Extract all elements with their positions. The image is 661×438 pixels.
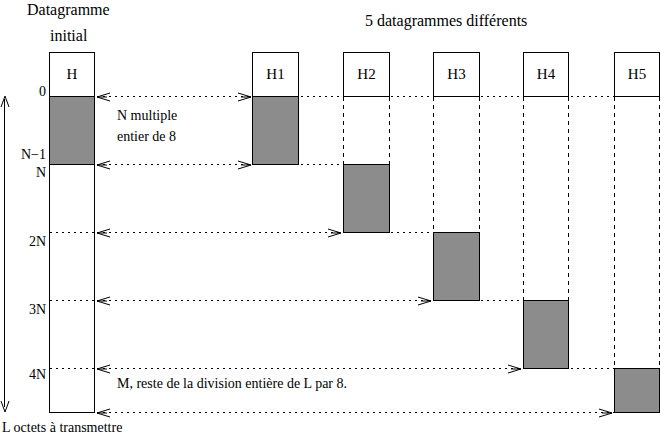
- fragment-guide-left-h4: [523, 97, 524, 300]
- title-datagramme: Datagramme: [27, 1, 110, 19]
- header-box-h4: H4: [523, 52, 569, 97]
- arrowhead-right-icon: [327, 228, 342, 238]
- title-initial: initial: [50, 27, 87, 45]
- arrowhead-left-icon: [96, 364, 111, 374]
- arrowhead-right-icon: [237, 92, 252, 102]
- length-double-arrow: [4, 99, 5, 407]
- initial-divider-3n: [50, 300, 94, 301]
- axis-caption: L octets à transmettre: [2, 420, 122, 436]
- arrowhead-right-icon: [598, 408, 613, 418]
- note-n-multiple-line2: entier de 8: [117, 129, 176, 145]
- title-five-datagrams: 5 datagrammes différents: [365, 12, 527, 30]
- note-n-multiple-line1: N multiple: [117, 108, 177, 124]
- arrowhead-right-icon: [237, 160, 252, 170]
- initial-divider-4n: [50, 368, 94, 369]
- fragment-guide-right-h5: [659, 97, 660, 368]
- arrowhead-right-icon: [507, 364, 522, 374]
- fragment-segment-h1: [252, 96, 299, 165]
- header-box-h3: H3: [433, 52, 480, 97]
- arrowhead-right-icon: [417, 296, 432, 306]
- tick-n: N: [0, 165, 46, 181]
- tick-4n: 4N: [0, 367, 46, 383]
- fragment-guide-right-h4: [568, 97, 569, 300]
- fragment-guide-right-h2: [389, 97, 390, 164]
- arrowhead-left-icon: [96, 160, 111, 170]
- offset-line-bottom: [97, 412, 614, 413]
- arrowhead-left-icon: [96, 92, 111, 102]
- header-box-h1: H1: [252, 52, 299, 97]
- arrowhead-left-icon: [96, 296, 111, 306]
- header-label-h2: H2: [357, 66, 375, 83]
- note-m-remainder: M, reste de la division entière de L par…: [117, 376, 347, 392]
- tick-0: 0: [0, 84, 46, 100]
- header-box-h5: H5: [614, 52, 660, 97]
- header-label-h3: H3: [447, 66, 465, 83]
- fragment-segment-h5: [614, 368, 660, 413]
- initial-divider-2n: [50, 232, 94, 233]
- fragment-guide-left-h5: [614, 97, 615, 368]
- fragment-guide-left-h2: [343, 97, 344, 164]
- fragment-segment-h2: [343, 164, 390, 233]
- header-box-h2: H2: [343, 52, 390, 97]
- initial-data-segment: [49, 96, 95, 165]
- fragment-guide-left-h3: [433, 97, 434, 232]
- offset-line-n: [97, 164, 343, 165]
- fragment-guide-right-h3: [479, 97, 480, 232]
- tick-n-minus-1: N−1: [0, 147, 46, 163]
- header-label-h4: H4: [537, 66, 555, 83]
- tick-2n: 2N: [0, 234, 46, 250]
- fragmentation-diagram: Datagramme initial 5 datagrammes différe…: [0, 0, 661, 438]
- header-box-h: H: [49, 52, 95, 97]
- header-label-h: H: [67, 66, 78, 83]
- arrow-down-icon: [0, 400, 10, 413]
- header-label-h1: H1: [266, 66, 284, 83]
- header-label-h5: H5: [628, 66, 646, 83]
- fragment-segment-h4: [523, 300, 569, 369]
- fragment-segment-h3: [433, 232, 480, 301]
- tick-3n: 3N: [0, 302, 46, 318]
- arrowhead-left-icon: [96, 408, 111, 418]
- arrowhead-left-icon: [96, 228, 111, 238]
